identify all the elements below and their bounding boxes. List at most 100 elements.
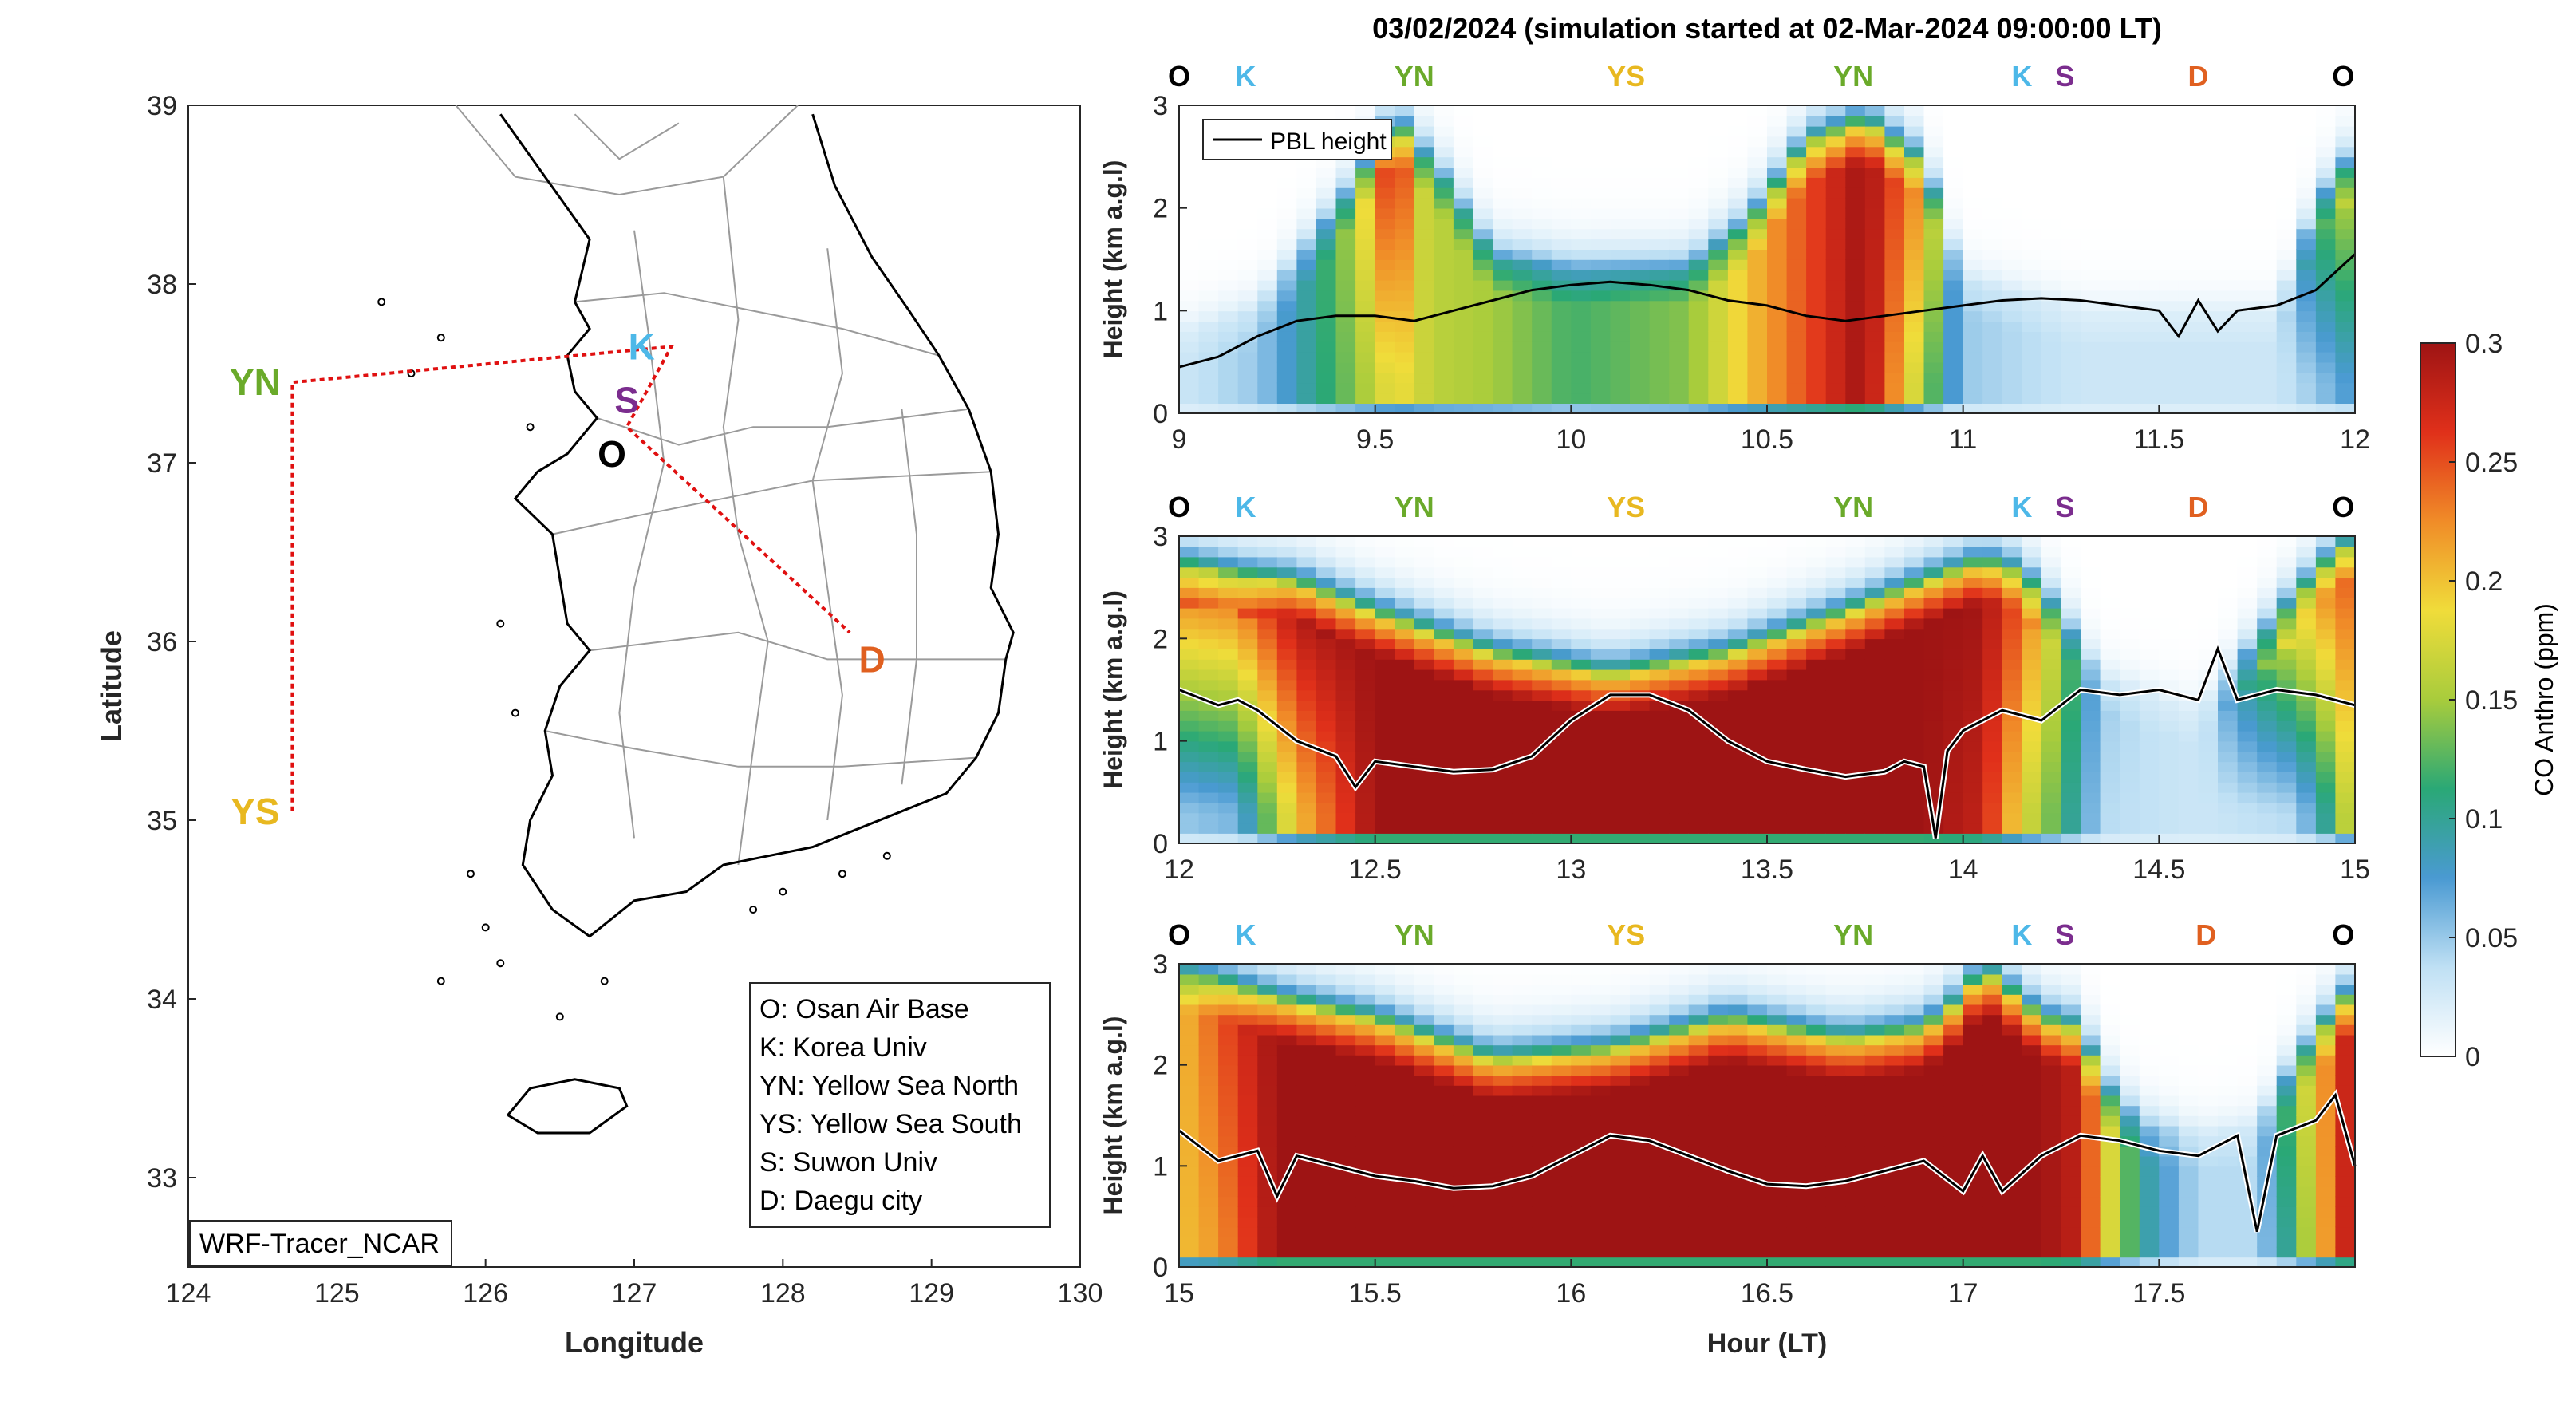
heatmap-cell [1963, 638, 1984, 649]
heatmap-cell [1276, 1055, 1298, 1066]
heatmap-cell [1963, 1186, 1984, 1198]
heatmap-cell [2081, 833, 2101, 844]
heatmap-cell [1414, 167, 1435, 178]
heatmap-cell [1434, 125, 1454, 137]
heatmap-cell [1473, 556, 1493, 568]
heatmap-cell [1786, 1055, 1807, 1066]
heatmap-cell [1453, 382, 1474, 394]
heatmap-cell [1747, 740, 1768, 752]
heatmap-cell [1590, 751, 1611, 763]
heatmap-cell [1179, 341, 1200, 353]
heatmap-cell [2335, 177, 2356, 188]
heatmap-cell [1551, 1004, 1572, 1016]
heatmap-cell [1395, 566, 1415, 578]
heatmap-cell [1610, 628, 1631, 640]
heatmap-cell [1943, 700, 1964, 711]
heatmap-cell [2198, 125, 2219, 137]
heatmap-cell [2276, 628, 2298, 640]
heatmap-cell [1395, 351, 1415, 363]
heatmap-cell [2061, 115, 2081, 127]
heatmap-cell [1786, 1064, 1807, 1076]
island [882, 851, 891, 860]
heatmap-cell [2178, 730, 2199, 742]
heatmap-cell [1512, 740, 1533, 752]
heatmap-cell [1825, 197, 1847, 209]
heatmap-cell [1355, 1257, 1376, 1268]
heatmap-cell [1786, 1004, 1807, 1016]
heatmap-cell [1218, 1034, 1239, 1046]
heatmap-cell [1355, 331, 1376, 342]
heatmap-cell [1884, 546, 1905, 558]
heatmap-cell [2218, 782, 2239, 793]
heatmap-cell [2100, 125, 2120, 137]
heatmap-cell [1845, 689, 1866, 701]
heatmap-cell [2237, 607, 2258, 619]
heatmap-cell [1453, 321, 1474, 332]
heatmap-cell [1532, 772, 1552, 783]
heatmap-cell [2120, 730, 2140, 742]
heatmap-cell [1571, 598, 1592, 609]
heatmap-cell [1630, 259, 1651, 270]
heatmap-cell [1630, 740, 1651, 752]
heatmap-cell [1963, 382, 1984, 394]
heatmap-cell [1551, 1115, 1572, 1127]
heatmap-cell [2081, 372, 2101, 384]
heatmap-cell [1198, 566, 1219, 578]
heatmap-cell [2120, 351, 2140, 363]
heatmap-cell [1355, 566, 1376, 578]
heatmap-cell [1316, 772, 1337, 783]
heatmap-cell [1864, 566, 1886, 578]
heatmap-cell [2100, 566, 2120, 578]
heatmap-cell [2061, 607, 2081, 619]
heatmap-cell [1453, 310, 1474, 322]
heatmap-cell [1257, 1216, 1278, 1228]
heatmap-cell [2178, 700, 2199, 711]
heatmap-cell [1786, 146, 1807, 158]
heatmap-cell [2022, 782, 2042, 793]
heatmap-cell [1708, 403, 1729, 414]
heatmap-cell [1786, 700, 1807, 711]
heatmap-cell [1708, 772, 1729, 783]
heatmap-cell [1845, 618, 1866, 630]
heatmap-cell [1218, 1125, 1239, 1137]
heatmap-cell [2257, 546, 2278, 558]
heatmap-cell [1884, 556, 1905, 568]
heatmap-cell [1806, 1206, 1827, 1218]
heatmap-cell [1453, 984, 1474, 995]
heatmap-cell [2296, 382, 2317, 394]
heatmap-cell [1296, 566, 1317, 578]
heatmap-cell [1786, 607, 1807, 619]
heatmap-cell [2100, 269, 2120, 281]
heatmap-cell [1806, 1237, 1827, 1248]
heatmap-cell [1355, 823, 1376, 834]
heatmap-cell [1923, 618, 1944, 630]
heatmap-cell [2081, 782, 2101, 793]
heatmap-cell [1727, 310, 1749, 322]
heatmap-cell [1395, 167, 1415, 178]
heatmap-cell [2178, 598, 2199, 609]
heatmap-cell [1708, 833, 1729, 844]
heatmap-cell [1884, 300, 1905, 312]
heatmap-cell [2315, 115, 2337, 127]
heatmap-cell [1473, 105, 1493, 116]
heatmap-cell [1493, 536, 1513, 547]
heatmap-cell [1884, 964, 1905, 975]
heatmap-cell [1316, 1064, 1337, 1076]
heatmap-cell [1571, 1115, 1592, 1127]
heatmap-cell [1610, 187, 1631, 199]
heatmap-cell [1727, 279, 1749, 291]
heatmap-cell [1786, 546, 1807, 558]
heatmap-cell [1864, 239, 1886, 250]
heatmap-cell [2218, 105, 2239, 116]
heatmap-cell [2081, 218, 2101, 230]
heatmap-cell [1688, 577, 1710, 588]
heatmap-cell [1198, 577, 1219, 588]
heatmap-cell [1375, 1135, 1396, 1147]
heatmap-cell [1434, 1105, 1454, 1116]
heatmap-cell [1316, 791, 1337, 803]
heatmap-cell [1923, 700, 1944, 711]
heatmap-cell [1453, 730, 1474, 742]
heatmap-cell [1825, 556, 1847, 568]
heatmap-cell [1845, 197, 1866, 209]
heatmap-cell [1864, 556, 1886, 568]
